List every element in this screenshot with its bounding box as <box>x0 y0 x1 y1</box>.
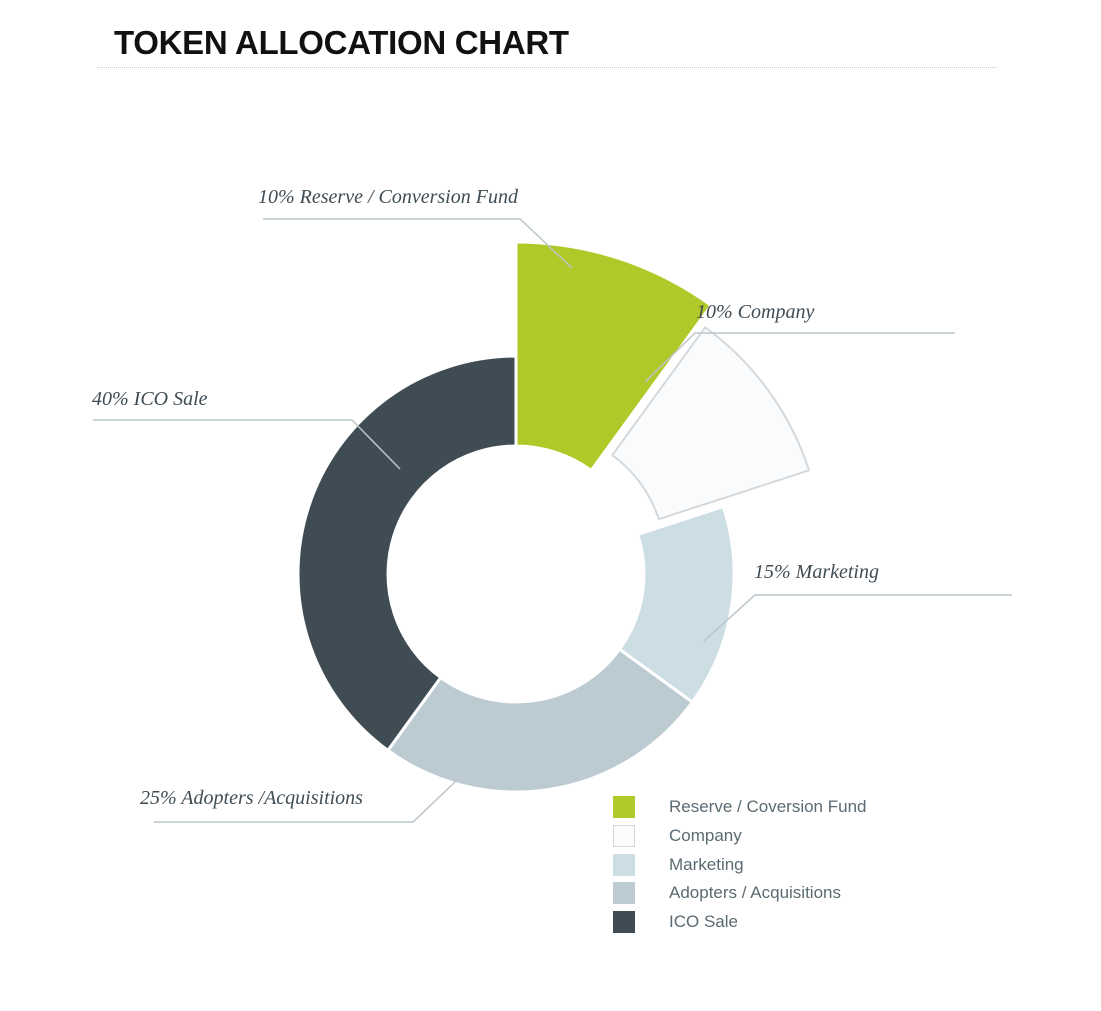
title-divider <box>97 67 997 68</box>
legend-item-reserve: Reserve / Coversion Fund <box>613 793 866 822</box>
leader-line-adopters <box>154 780 457 823</box>
legend-swatch <box>613 882 635 905</box>
slice-company <box>611 326 811 521</box>
legend-label: Marketing <box>669 854 744 874</box>
legend-swatch <box>613 796 635 819</box>
callout-adopters: 25% Adopters /Acquisitions <box>140 787 363 809</box>
callout-marketing: 15% Marketing <box>754 561 879 583</box>
callout-company: 10% Company <box>696 301 814 323</box>
slice-reserve <box>514 240 713 472</box>
leader-line-company <box>644 332 955 383</box>
legend-item-marketing: Marketing <box>613 850 866 879</box>
chart-title: TOKEN ALLOCATION CHART <box>114 24 569 61</box>
legend-swatch <box>613 911 635 934</box>
legend-item-adopters: Adopters / Acquisitions <box>613 879 866 908</box>
legend-label: Adopters / Acquisitions <box>669 883 841 903</box>
legend-item-company: Company <box>613 822 866 851</box>
slices-group <box>296 240 811 794</box>
legend-label: Company <box>669 826 742 846</box>
legend-swatch <box>613 853 635 876</box>
legend-label: Reserve / Coversion Fund <box>669 797 867 817</box>
legend-swatch <box>613 825 635 848</box>
callout-ico-sale: 40% ICO Sale <box>92 388 208 410</box>
slice-ico-sale <box>296 354 518 752</box>
leader-line-reserve <box>263 218 573 269</box>
callouts-group: 10% Reserve / Conversion Fund 10% Company… <box>92 186 879 809</box>
leader-line-marketing <box>703 594 1012 642</box>
leader-lines <box>93 218 1012 823</box>
legend-item-ico-sale: ICO Sale <box>613 908 866 937</box>
leader-line-ico-sale <box>93 419 401 470</box>
legend-label: ICO Sale <box>669 912 738 932</box>
callout-reserve: 10% Reserve / Conversion Fund <box>258 186 519 208</box>
slice-adopters <box>386 647 694 794</box>
legend: Reserve / Coversion Fund Company Marketing… <box>613 793 866 936</box>
